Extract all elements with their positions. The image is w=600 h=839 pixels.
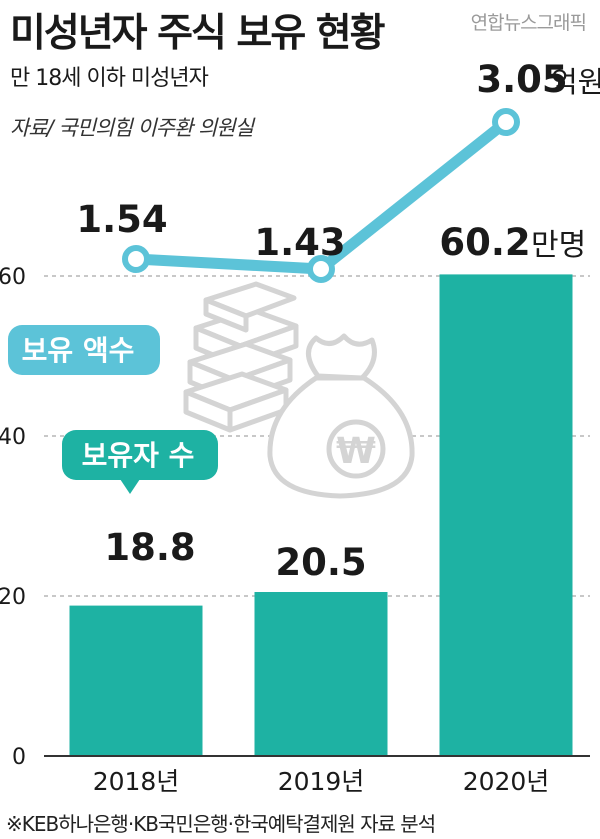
legend-count-label: 보유자 수 bbox=[82, 439, 195, 472]
line-point bbox=[492, 108, 520, 136]
line-value-label: 1.43 bbox=[254, 221, 345, 264]
bar-value-label: 18.8 bbox=[104, 526, 195, 569]
bar bbox=[254, 592, 388, 756]
bar-value-label: 20.5 bbox=[275, 541, 366, 584]
legend-amount-label: 보유 액수 bbox=[22, 334, 135, 367]
line-point bbox=[122, 245, 150, 274]
bar bbox=[69, 605, 203, 756]
won-money-bag-icon: ₩ bbox=[267, 333, 415, 499]
legend-amount: 보유 액수 bbox=[8, 325, 160, 375]
x-axis: 2018년 2019년 2020년 bbox=[44, 755, 590, 796]
footnote: ※KEB하나은행·KB국민은행·한국예탁결제원 자료 분석 bbox=[6, 812, 436, 836]
y-tick-label: 0 bbox=[12, 745, 26, 770]
bar-unit-label: 만명 bbox=[531, 228, 586, 263]
chart-title: 미성년자 주식 보유 현황 bbox=[10, 11, 386, 56]
credit-label: 연합뉴스그래픽 bbox=[470, 12, 587, 34]
y-tick-label: 20 bbox=[0, 585, 26, 610]
x-tick-label: 2019년 bbox=[278, 767, 365, 796]
line-unit-label: 억원 bbox=[551, 65, 600, 99]
x-tick-label: 2018년 bbox=[93, 767, 180, 796]
y-tick-label: 60 bbox=[0, 265, 26, 290]
source-label: 자료/ 국민의힘 이주환 의원실 bbox=[10, 116, 254, 140]
legend-count: 보유자 수 bbox=[62, 430, 218, 494]
line-value-label: 3.05 bbox=[476, 58, 567, 101]
line-value-label: 1.54 bbox=[76, 198, 167, 241]
y-tick-label: 40 bbox=[0, 425, 26, 450]
line-point bbox=[307, 255, 335, 283]
svg-text:₩: ₩ bbox=[336, 431, 376, 472]
chart-subtitle: 만 18세 이하 미성년자 bbox=[10, 66, 209, 91]
bar-value-label: 60.2 bbox=[439, 221, 530, 264]
bar bbox=[439, 274, 573, 756]
x-tick-label: 2020년 bbox=[463, 767, 550, 796]
bar-series bbox=[69, 274, 573, 756]
line-series bbox=[122, 108, 520, 283]
stacked-banknotes-icon bbox=[183, 281, 299, 433]
